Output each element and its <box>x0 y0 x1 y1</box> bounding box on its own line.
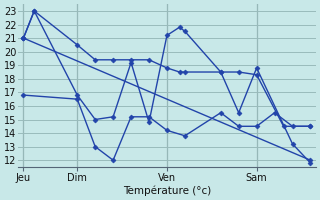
X-axis label: Température (°c): Température (°c) <box>123 185 211 196</box>
